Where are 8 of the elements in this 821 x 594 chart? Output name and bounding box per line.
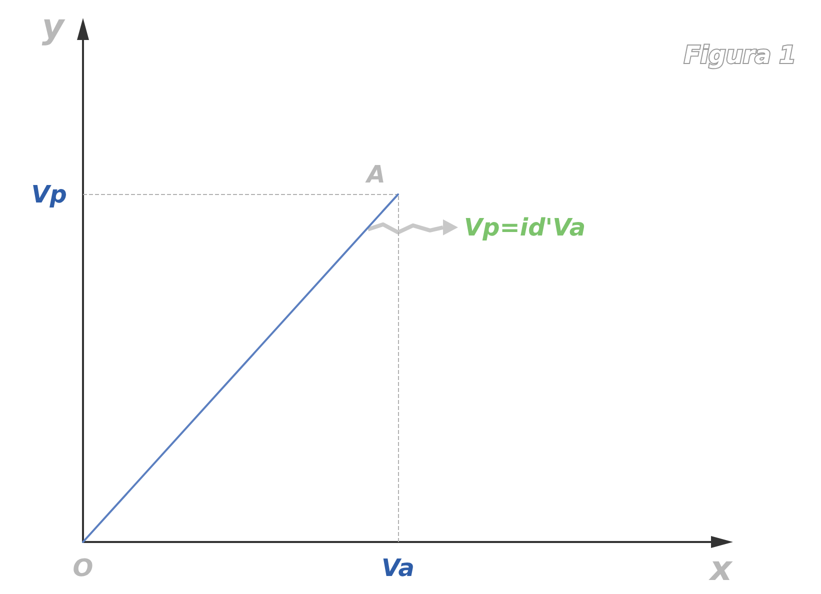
text: A [364,160,386,188]
x-axis-title: x [708,549,734,589]
annotation: Vp=id'Va [464,213,586,242]
y-axis-title: y [42,7,66,47]
chart-title: Figura 1 [684,41,796,69]
x-tick-label: O [72,554,94,582]
x-tick-label: Va [382,554,414,582]
text: Vp [31,180,67,208]
